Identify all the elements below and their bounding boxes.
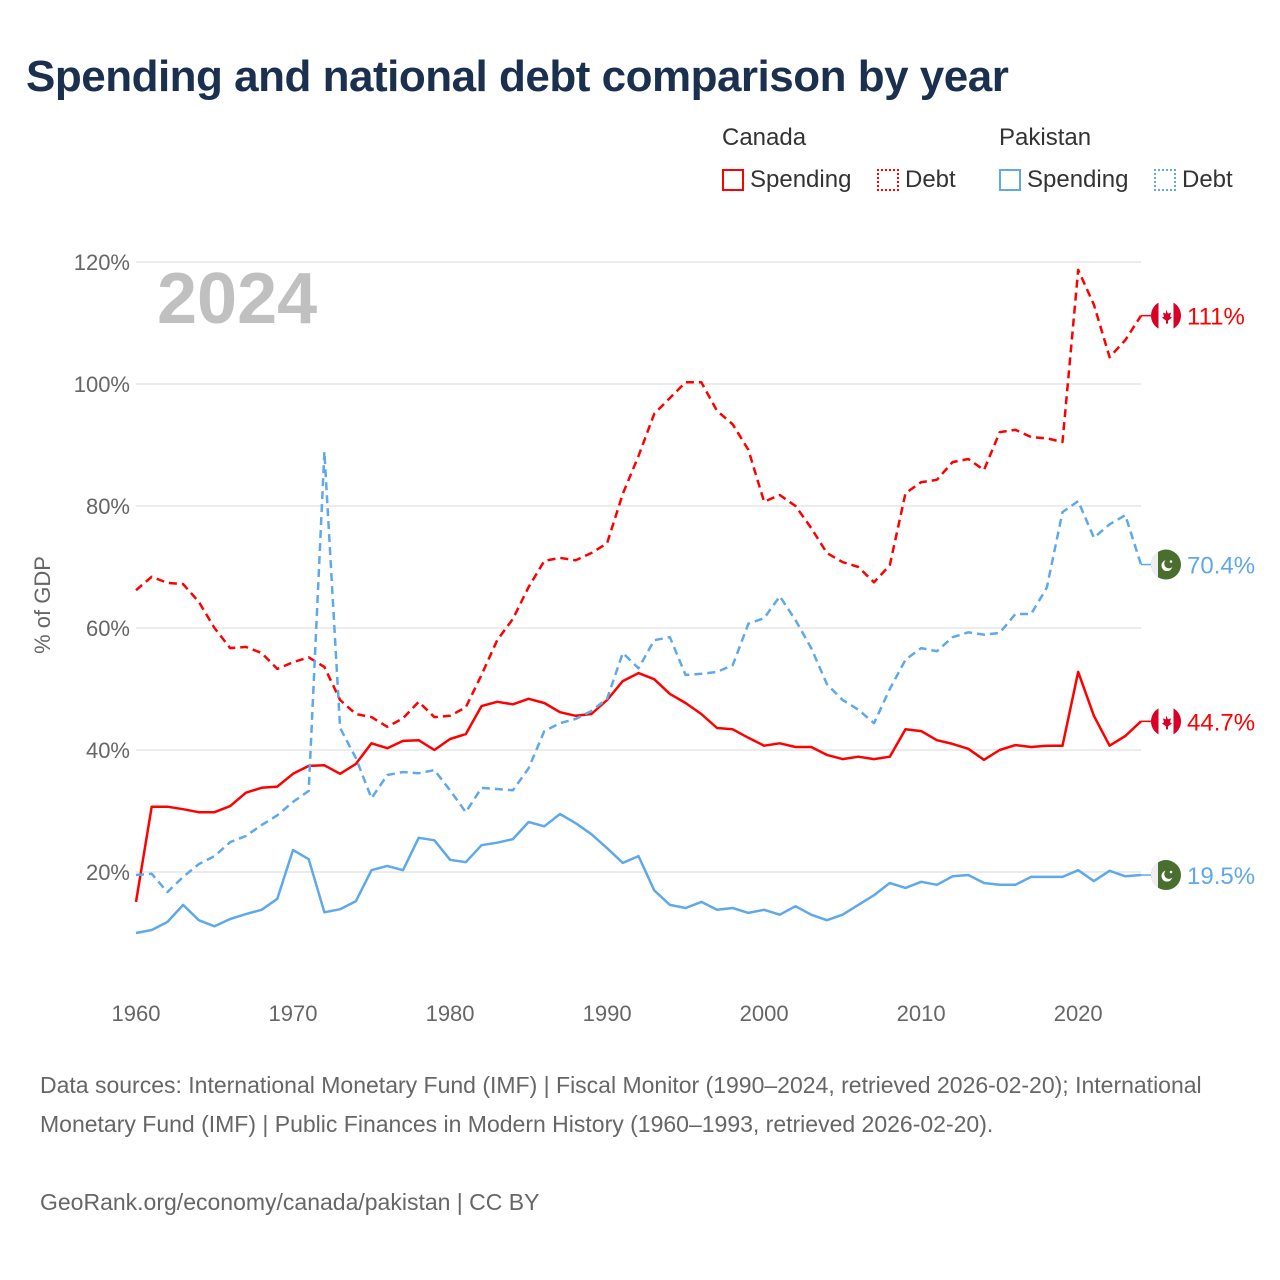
solid-swatch-icon bbox=[722, 169, 744, 191]
year-watermark: 2024 bbox=[157, 259, 317, 339]
canada-flag-icon bbox=[1151, 300, 1181, 331]
y-axis-label: % of GDP bbox=[30, 556, 55, 654]
series-line-canada-debt bbox=[135, 268, 1143, 729]
legend-canada-debt[interactable]: Debt bbox=[877, 166, 956, 194]
crescent-cut bbox=[1164, 558, 1174, 569]
series-line-pakistan-debt bbox=[135, 450, 1143, 894]
x-tick-label: 1970 bbox=[269, 1001, 318, 1026]
legend-label: Debt bbox=[905, 166, 956, 193]
legend-label: Spending bbox=[750, 166, 852, 193]
series-line-pakistan-spending bbox=[135, 812, 1142, 935]
pakistan-flag-icon bbox=[1150, 860, 1181, 891]
flag-band bbox=[1173, 708, 1182, 735]
maple-leaf-icon bbox=[1162, 309, 1172, 324]
flag-band bbox=[1173, 302, 1181, 329]
legend-label: Debt bbox=[1182, 166, 1233, 193]
flag-band bbox=[1150, 551, 1158, 578]
legend-canada-spending[interactable]: Spending bbox=[722, 166, 851, 194]
crescent-cut bbox=[1164, 869, 1174, 879]
legend-pakistan-spending[interactable]: Spending bbox=[999, 166, 1128, 194]
y-tick-label: 40% bbox=[86, 738, 130, 763]
line-chart: 20% 40% 60% 80% 100% 120% 1960 1970 1980 1990 2000… bbox=[30, 250, 1255, 1026]
x-tick-label: 2010 bbox=[897, 1001, 946, 1026]
dotted-swatch-icon bbox=[877, 169, 899, 191]
x-tick-label: 2020 bbox=[1054, 1001, 1103, 1026]
y-tick-label: 120% bbox=[74, 250, 130, 275]
star-icon bbox=[1169, 560, 1173, 563]
dotted-swatch-icon bbox=[1154, 169, 1176, 191]
pakistan-flag-icon bbox=[1150, 549, 1181, 580]
y-tick-label: 60% bbox=[86, 616, 130, 641]
end-value-label: 111% bbox=[1187, 304, 1245, 331]
legend-label: Spending bbox=[1027, 166, 1129, 193]
star-icon bbox=[1169, 870, 1173, 874]
flag-band bbox=[1151, 708, 1159, 735]
legend-country-pakistan: Pakistan bbox=[999, 124, 1092, 151]
maple-leaf-icon bbox=[1162, 715, 1172, 730]
y-tick-label: 80% bbox=[86, 494, 130, 519]
credit-link[interactable]: GeoRank.org/economy/canada/pakistan | CC… bbox=[40, 1189, 540, 1215]
series-line-canada-spending bbox=[134, 670, 1142, 903]
end-value-label: 44.7% bbox=[1187, 709, 1255, 736]
x-tick-label: 1960 bbox=[112, 1001, 161, 1026]
data-sources: Data sources: International Monetary Fun… bbox=[40, 1072, 1202, 1137]
canada-flag-icon bbox=[1151, 706, 1182, 737]
solid-swatch-icon bbox=[999, 169, 1021, 191]
flag-band bbox=[1151, 302, 1159, 329]
x-tick-label: 1980 bbox=[426, 1001, 475, 1026]
x-tick-label: 1990 bbox=[583, 1001, 632, 1026]
flag-band bbox=[1150, 862, 1158, 888]
y-tick-label: 20% bbox=[86, 860, 130, 885]
legend-country-canada: Canada bbox=[722, 124, 807, 151]
legend-pakistan-debt[interactable]: Debt bbox=[1154, 166, 1233, 194]
end-value-label: 19.5% bbox=[1187, 863, 1255, 890]
chart-title: Spending and national debt comparison by… bbox=[26, 52, 1009, 101]
x-tick-label: 2000 bbox=[740, 1001, 789, 1026]
end-value-label: 70.4% bbox=[1187, 553, 1255, 580]
y-tick-label: 100% bbox=[74, 372, 130, 397]
